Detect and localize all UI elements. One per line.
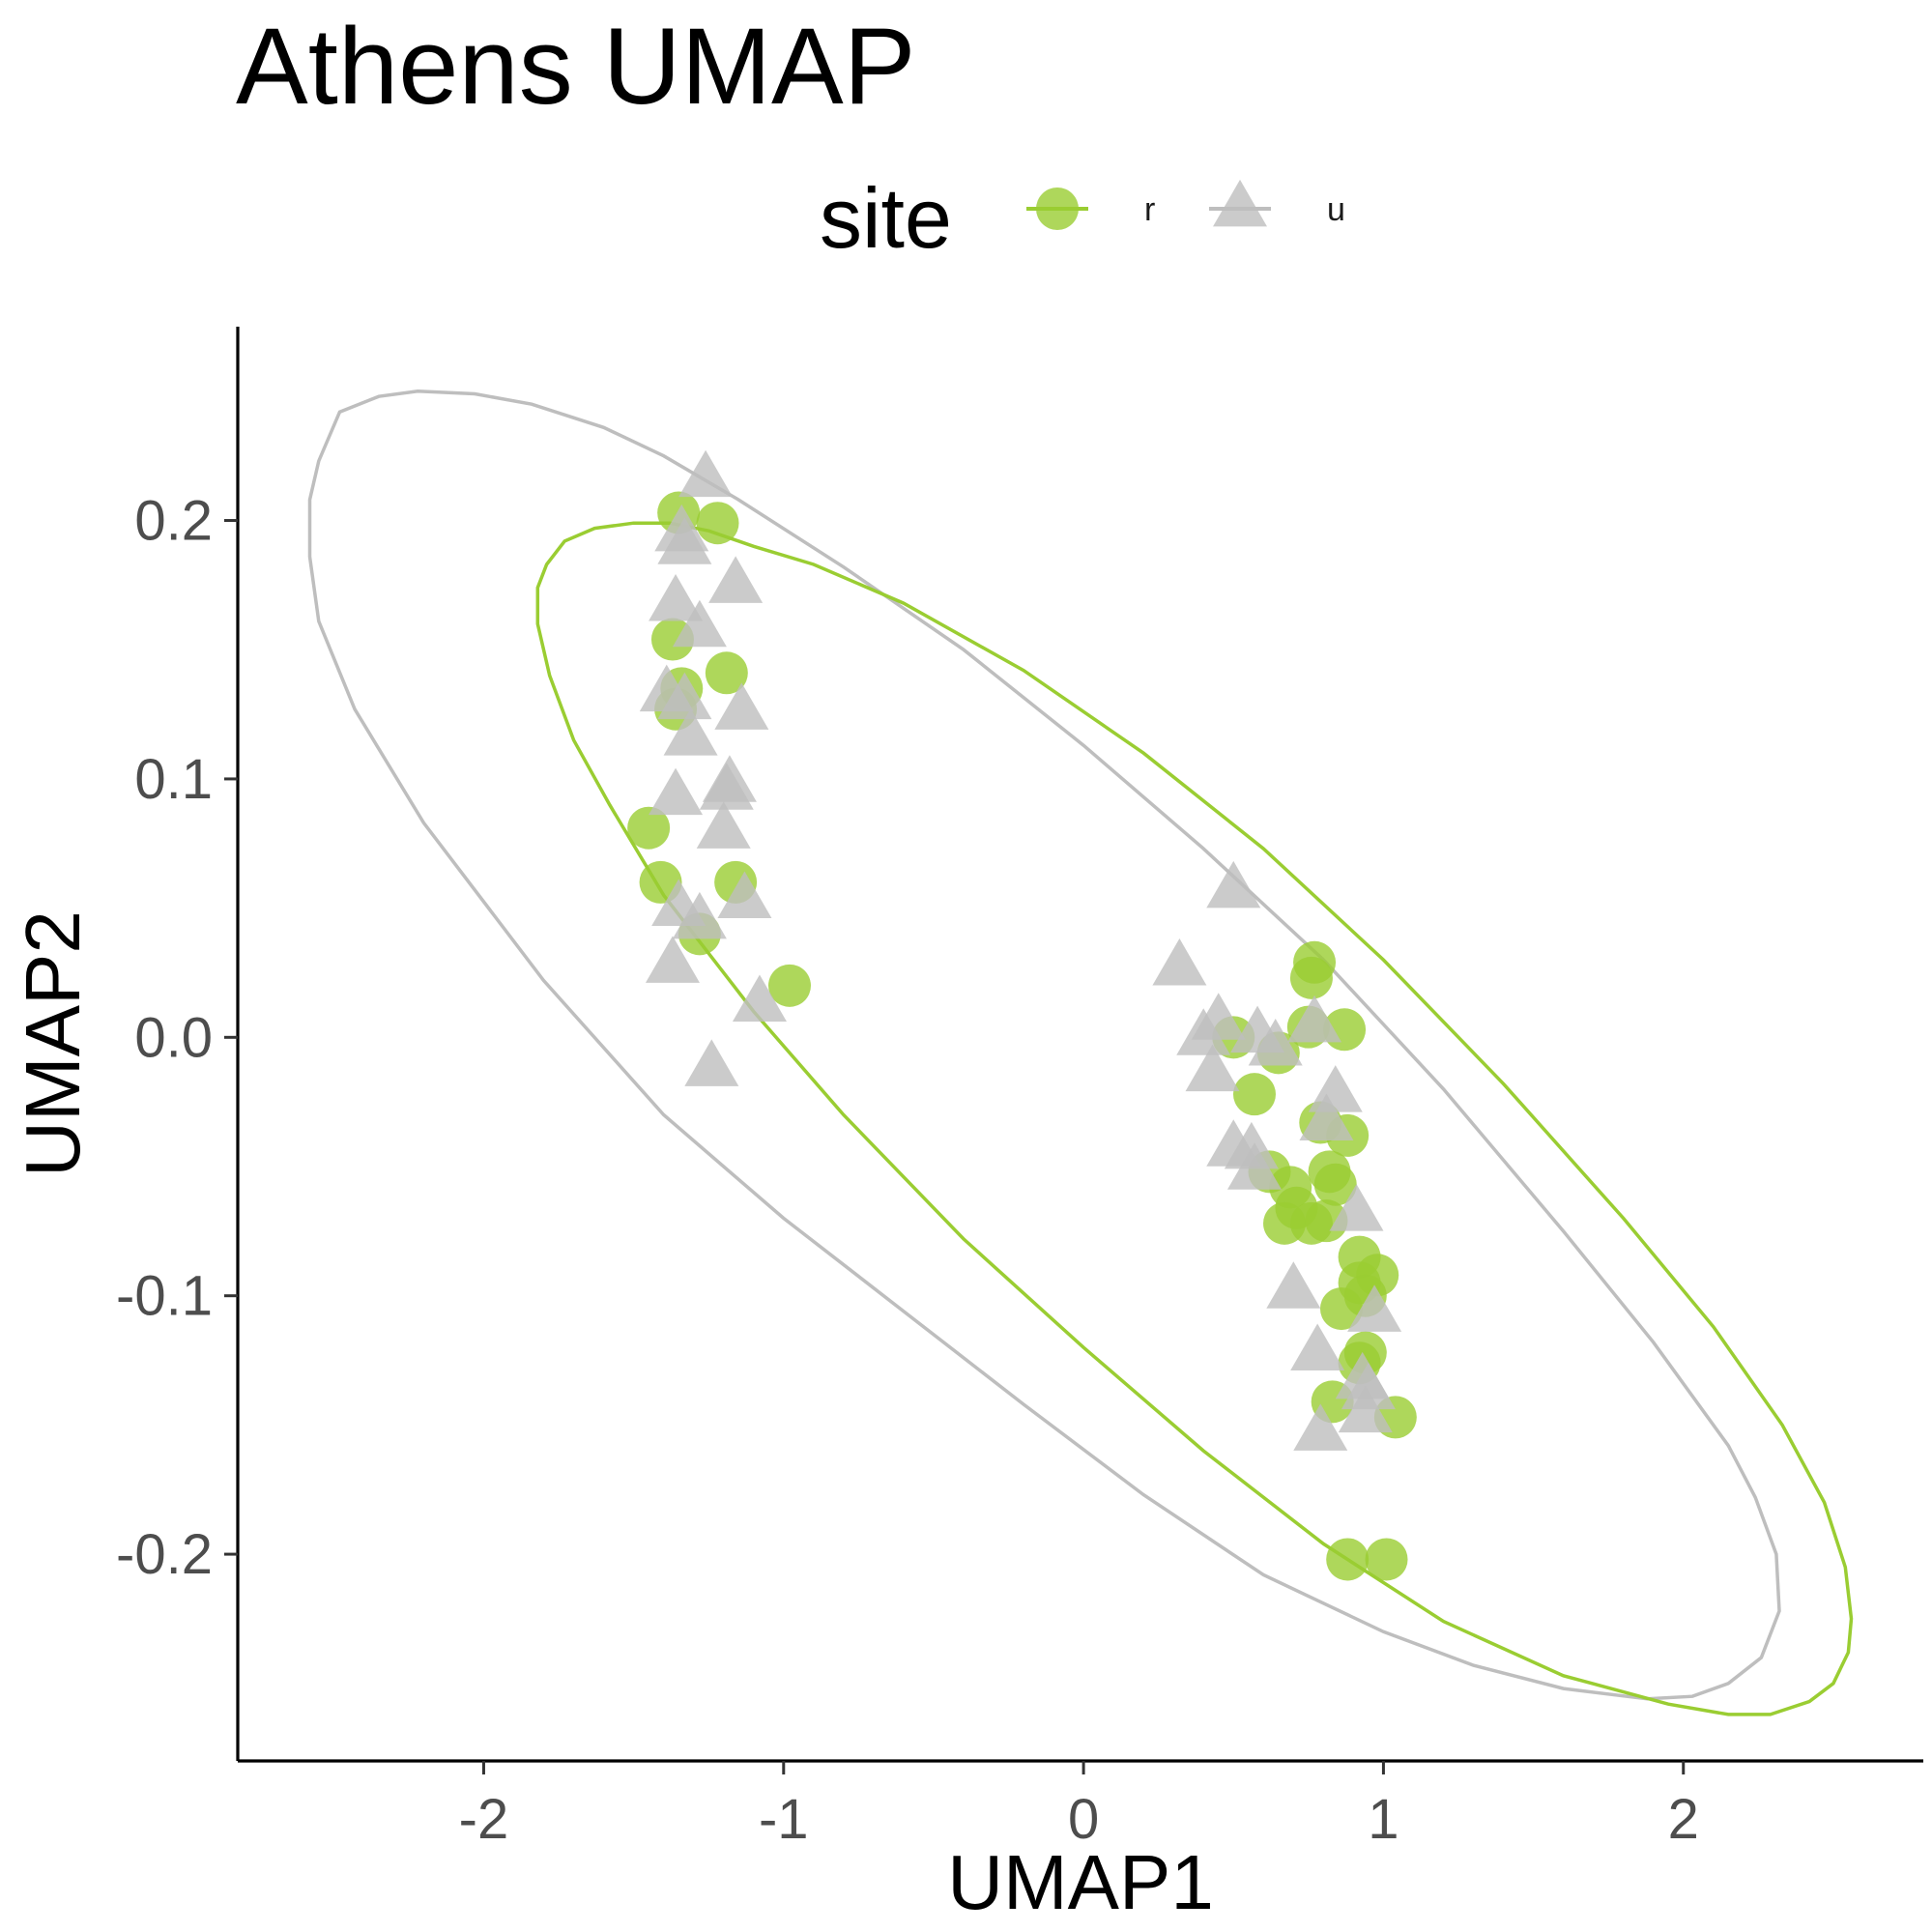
point-u xyxy=(714,682,769,730)
point-u xyxy=(672,599,727,648)
point-u xyxy=(696,801,751,849)
point-u xyxy=(1329,1184,1384,1231)
y-tick-label: 0.2 xyxy=(134,490,213,553)
x-tick-label: 1 xyxy=(1368,1788,1399,1851)
ellipse-r xyxy=(535,521,1854,1716)
point-u xyxy=(657,672,712,720)
point-u xyxy=(684,1039,739,1086)
point-r xyxy=(1313,1163,1357,1206)
legend-label: r xyxy=(1144,191,1155,228)
y-tick-label: -0.1 xyxy=(116,1265,213,1328)
point-u xyxy=(1224,1121,1279,1169)
ellipse-u xyxy=(307,389,1781,1701)
legend-key-triangle xyxy=(1213,179,1267,227)
point-u xyxy=(1341,1362,1396,1410)
point-u xyxy=(1299,1093,1354,1140)
point-u xyxy=(732,974,787,1022)
point-u xyxy=(1290,1323,1345,1370)
point-u xyxy=(663,708,718,756)
point-u xyxy=(678,449,734,498)
point-u xyxy=(657,517,712,564)
point-r xyxy=(705,651,748,695)
y-tick-label: 0.1 xyxy=(134,748,213,811)
x-tick-label: -1 xyxy=(759,1788,809,1851)
confidence-ellipses xyxy=(307,389,1854,1716)
point-u xyxy=(1287,995,1342,1043)
point-u xyxy=(1338,1385,1393,1433)
axes: -2 -1 0 1 2 -0.2 -0.1 0.0 0.1 0.2 xyxy=(116,327,1923,1851)
point-u xyxy=(699,763,754,810)
point-r xyxy=(767,964,811,1007)
point-u xyxy=(717,871,772,919)
y-axis-title: UMAP2 xyxy=(10,910,96,1177)
x-axis-ticks: -2 -1 0 1 2 xyxy=(459,1761,1699,1851)
point-r xyxy=(1289,956,1333,999)
point-r xyxy=(1319,1287,1363,1331)
point-u xyxy=(1152,938,1207,986)
point-u xyxy=(649,574,704,621)
legend-label: u xyxy=(1327,191,1345,228)
data-points xyxy=(627,449,1417,1581)
point-r xyxy=(1365,1538,1408,1581)
point-u xyxy=(1248,1018,1303,1066)
point-u xyxy=(1266,1261,1321,1309)
y-axis-ticks: -0.2 -0.1 0.0 0.1 0.2 xyxy=(116,490,238,1586)
x-tick-label: -2 xyxy=(459,1788,509,1851)
legend-entry-u: u xyxy=(1209,179,1345,228)
point-r xyxy=(696,502,739,545)
y-tick-label: 0.0 xyxy=(134,1006,213,1069)
point-u xyxy=(672,891,727,939)
x-tick-label: 0 xyxy=(1068,1788,1099,1851)
y-tick-label: -0.2 xyxy=(116,1523,213,1586)
point-u xyxy=(645,936,700,983)
point-r xyxy=(627,806,671,850)
x-tick-label: 2 xyxy=(1668,1788,1699,1851)
point-u xyxy=(708,556,764,603)
x-axis-title: UMAP1 xyxy=(947,1839,1214,1925)
point-r xyxy=(1232,1073,1276,1116)
point-u xyxy=(649,767,704,816)
point-u xyxy=(1185,1044,1240,1092)
point-u xyxy=(1347,1284,1402,1332)
legend-entry-r: r xyxy=(1026,187,1155,230)
legend-title: site xyxy=(820,170,952,266)
point-u xyxy=(1226,1142,1282,1190)
point-u xyxy=(1176,1008,1231,1055)
point-r xyxy=(1326,1538,1370,1581)
point-u xyxy=(1308,1065,1363,1112)
point-u xyxy=(1206,860,1261,908)
legend-key-circle xyxy=(1036,187,1079,230)
chart-title: Athens UMAP xyxy=(236,6,915,127)
point-u xyxy=(1293,1403,1348,1451)
point-r xyxy=(1305,1199,1348,1243)
